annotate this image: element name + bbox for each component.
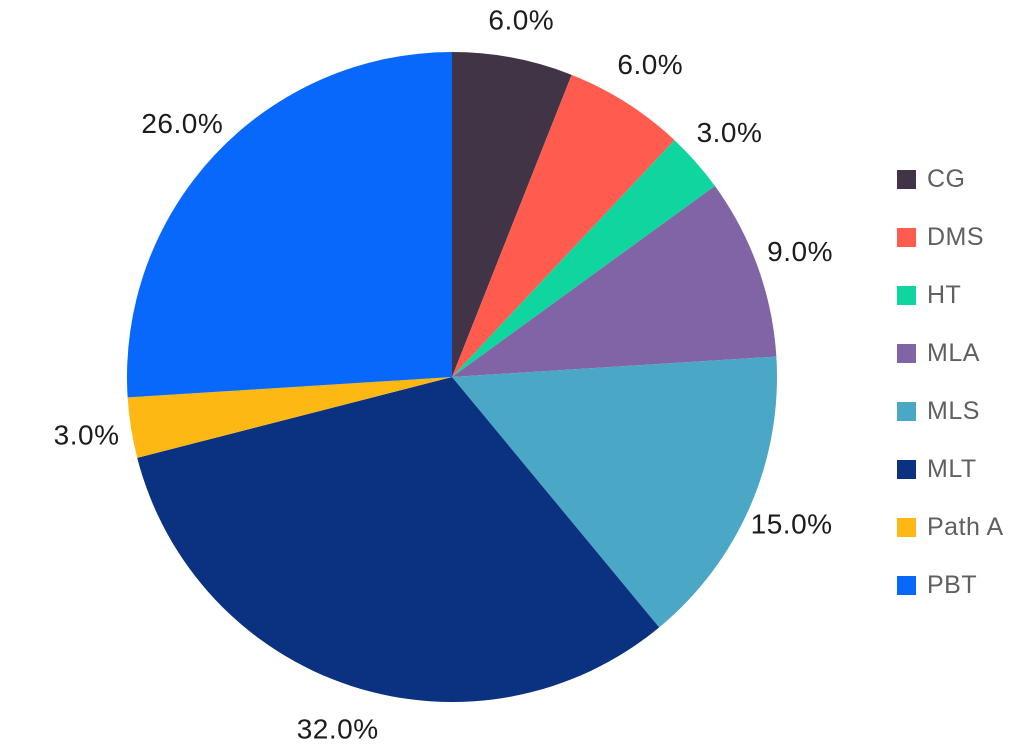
pie-slice-pbt (126, 52, 452, 398)
legend-item-mla: MLA (897, 339, 1004, 368)
pie-slice-ht (452, 140, 715, 377)
pie-slice-mlt (137, 377, 660, 703)
percent-label-dms: 6.0% (617, 49, 683, 80)
percent-label-pbt: 26.0% (141, 108, 223, 139)
legend-label: MLT (927, 455, 977, 483)
percent-label-path-a: 3.0% (54, 419, 120, 450)
legend-swatch-icon (897, 286, 916, 305)
legend-label: MLA (927, 339, 980, 367)
percent-label-mlt: 32.0% (297, 713, 379, 744)
percent-label-ht: 3.0% (697, 117, 763, 148)
legend-swatch-icon (897, 518, 916, 537)
legend-item-dms: DMS (897, 223, 1004, 252)
pie-slice-path-a (127, 377, 452, 458)
legend-label: MLS (927, 397, 980, 425)
legend-swatch-icon (897, 576, 916, 595)
legend-item-pbt: PBT (897, 571, 1004, 600)
legend-label: HT (927, 281, 962, 309)
legend-item-ht: HT (897, 281, 1004, 310)
legend-swatch-icon (897, 460, 916, 479)
legend-item-mls: MLS (897, 397, 1004, 426)
legend-swatch-icon (897, 402, 916, 421)
legend-item-path-a: Path A (897, 513, 1004, 542)
legend: CG DMS HT MLA MLS MLT Path A PBT (897, 165, 1004, 629)
pie-slice-dms (452, 74, 675, 377)
pie-slice-cg (452, 52, 572, 377)
legend-item-cg: CG (897, 165, 1004, 194)
percent-label-mls: 15.0% (751, 508, 833, 539)
percent-label-cg: 6.0% (488, 5, 554, 36)
legend-swatch-icon (897, 344, 916, 363)
pie-slice-mla (452, 185, 777, 377)
legend-label: Path A (927, 513, 1004, 541)
legend-item-mlt: MLT (897, 455, 1004, 484)
legend-label: CG (927, 165, 966, 193)
legend-label: PBT (927, 571, 978, 599)
legend-label: DMS (927, 223, 985, 251)
legend-swatch-icon (897, 228, 916, 247)
percent-label-mla: 9.0% (767, 236, 833, 267)
pie-slice-mls (452, 356, 778, 628)
legend-swatch-icon (897, 170, 916, 189)
